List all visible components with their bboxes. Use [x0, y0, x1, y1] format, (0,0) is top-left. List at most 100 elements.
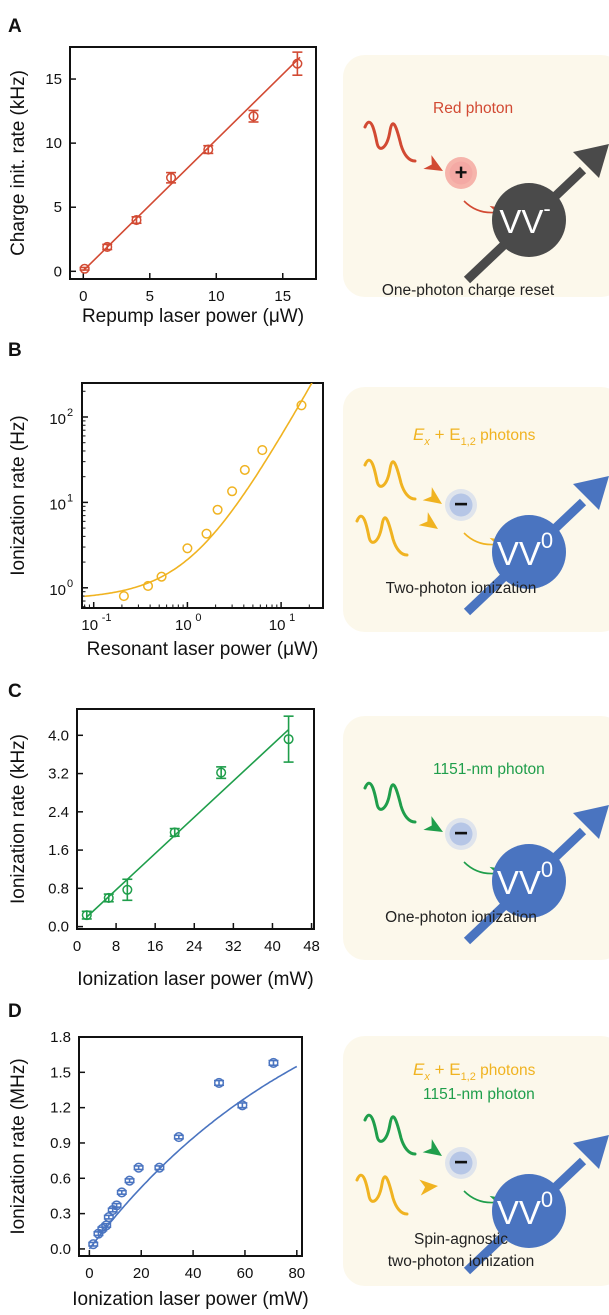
y-tick-exponent: 0 — [67, 578, 73, 590]
x-axis-label: Resonant laser power (μW) — [87, 639, 319, 660]
data-marker — [203, 144, 214, 155]
photon-arrowhead-yellow-shape — [419, 1179, 438, 1196]
x-tick-label: 8 — [112, 938, 120, 955]
photon-label-e: E — [413, 425, 425, 444]
data-marker — [142, 580, 154, 592]
photon-label-sub2: 1,2 — [461, 436, 476, 448]
fit-curve — [88, 1065, 298, 1250]
fit-group — [82, 56, 301, 272]
x-tick-label: 10 — [269, 617, 286, 634]
x-axis-label: Ionization laser power (mW) — [77, 969, 314, 990]
data-marker — [182, 543, 193, 554]
x-tick-label: 10 — [175, 617, 192, 634]
defect-label-sup: 0 — [541, 1187, 553, 1212]
y-tick-label: 0.0 — [48, 919, 69, 936]
defect-label-sup: - — [543, 196, 550, 221]
fit-group — [84, 383, 313, 598]
data-point — [239, 464, 250, 475]
defect-disk — [492, 515, 566, 589]
x-tick-label: 80 — [288, 1265, 305, 1282]
y-tick-label: 15 — [45, 71, 62, 88]
data-marker — [292, 58, 303, 69]
data-marker — [216, 767, 227, 778]
fit-curve — [84, 383, 313, 598]
y-tick-label: 4.0 — [48, 727, 69, 744]
data-marker — [239, 464, 250, 475]
chart-d: 0 20 40 60 80 0.0 0.3 0.6 0.9 1.2 1.5 1.8 Ionization… — [8, 1029, 309, 1310]
photon-arrowhead — [422, 487, 442, 504]
x-tick-exponent: 1 — [289, 612, 295, 624]
defect-label-main: VV — [497, 864, 541, 901]
defect-label-sup: 0 — [541, 857, 553, 882]
x-tick-label: 10 — [208, 288, 225, 305]
photon-label-e: E — [413, 1060, 425, 1079]
defect-label-main: VV — [497, 535, 541, 572]
plot-frame — [78, 1036, 303, 1257]
defect-label: VV- — [499, 196, 550, 240]
x-tick-label: 0 — [79, 288, 87, 305]
data-point — [111, 1200, 122, 1211]
y-tick-label: 5 — [54, 199, 62, 216]
data-marker — [133, 1162, 144, 1173]
y-axis-label: Ionization rate (MHz) — [8, 1058, 29, 1234]
data-point — [142, 580, 154, 592]
x-tick-label: 0 — [85, 1265, 93, 1282]
x-tick-label: 40 — [264, 938, 281, 955]
photon-label: Ex + E1,2 photons — [413, 1060, 536, 1083]
defect-label: VV0 — [497, 528, 553, 572]
x-axis-label: Repump laser power (μW) — [82, 306, 304, 327]
charge-symbol: − — [454, 1149, 468, 1176]
y-tick-label: 0.9 — [50, 1135, 71, 1152]
data-marker — [248, 111, 259, 122]
data-marker — [102, 241, 113, 253]
diagram-card-c: 1151-nm photon − VV0 One-photon ionization — [343, 716, 609, 960]
data-point — [124, 1175, 135, 1186]
defect-disk — [492, 183, 566, 257]
x-tick-label: 60 — [237, 1265, 254, 1282]
y-axis-label: Ionization rate (Hz) — [8, 415, 29, 576]
data-point — [154, 1162, 165, 1173]
data-marker — [122, 884, 133, 895]
data-point — [201, 528, 212, 539]
data-point — [227, 486, 238, 497]
photon-label-plus: + E — [430, 425, 461, 444]
data-point — [118, 591, 129, 602]
y-tick-label: 2.4 — [48, 804, 69, 821]
diagram-caption: two-photon ionization — [388, 1253, 535, 1270]
spin-arrow-head — [573, 476, 609, 510]
data-point — [116, 1187, 127, 1198]
data-point — [81, 910, 92, 921]
charge-center — [449, 1151, 473, 1175]
x-tick-label: 20 — [133, 1265, 150, 1282]
data-marker — [227, 486, 238, 497]
photon-arrowhead-green-shape — [422, 1139, 442, 1156]
data-marker — [212, 504, 223, 515]
plot-frame — [69, 46, 317, 280]
y-axis-label: Charge init. rate (kHz) — [8, 70, 29, 256]
data-marker — [118, 591, 129, 602]
defect-disk — [492, 1174, 566, 1248]
data-marker — [296, 400, 307, 411]
data-marker — [154, 1162, 165, 1173]
charge-center — [449, 493, 473, 517]
charge-symbol: − — [454, 491, 468, 518]
y-tick-label: 0.0 — [50, 1241, 71, 1258]
data-point — [213, 1077, 225, 1088]
photon-label: Ex + E1,2 photons — [413, 425, 536, 448]
defect-label: VV0 — [497, 1187, 553, 1231]
panel-letter: D — [8, 1001, 22, 1022]
photon-arrowhead-shape — [418, 512, 438, 529]
charge-symbol: + — [455, 160, 468, 185]
data-marker — [213, 1077, 225, 1088]
fit-curve — [86, 729, 290, 918]
defect-label: VV0 — [497, 857, 553, 901]
y-tick-label: 10 — [49, 582, 66, 599]
fit-group — [88, 1065, 298, 1250]
x-tick-label: 10 — [81, 617, 98, 634]
y-tick-label: 10 — [45, 135, 62, 152]
charge-symbol: − — [454, 820, 468, 847]
data-point — [79, 263, 90, 274]
charge-center — [449, 822, 473, 846]
